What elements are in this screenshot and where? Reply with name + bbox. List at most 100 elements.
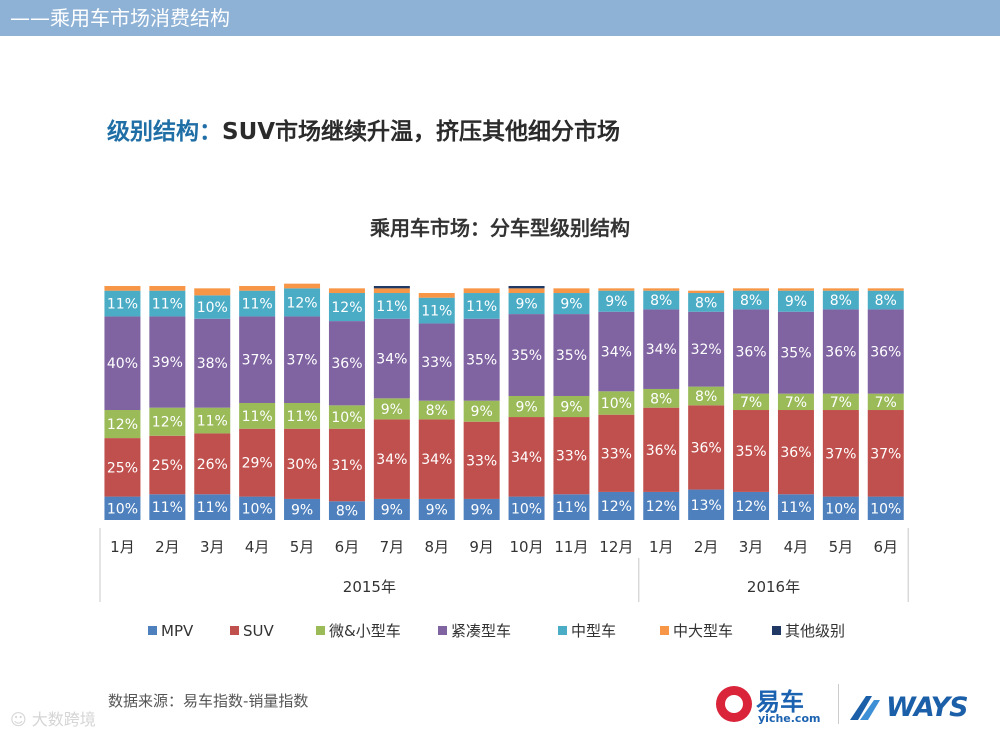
bar-segment (328, 293, 365, 322)
yiche-logo-brand: 易车 (756, 688, 804, 716)
bar-segment (508, 395, 545, 418)
category-tick-label: 8月 (424, 538, 449, 556)
bar-segment (463, 288, 500, 294)
data-label: 9% (381, 502, 403, 518)
data-label: 8% (336, 504, 358, 520)
bar-segment (643, 407, 680, 492)
bar-segment (239, 403, 276, 429)
data-label: 29% (242, 456, 273, 472)
bar-segment (598, 391, 635, 415)
data-label: 12% (646, 499, 677, 515)
data-label: 30% (286, 457, 317, 473)
group-label: 2015年 (343, 578, 396, 596)
legend-swatch (230, 626, 239, 635)
data-label: 10% (242, 501, 273, 517)
category-tick-label: 12月 (599, 538, 633, 556)
data-label: 10% (511, 501, 542, 517)
bar-segment (194, 433, 231, 495)
data-label: 8% (830, 293, 852, 309)
bar-segment (598, 311, 635, 392)
data-label: 12% (331, 300, 362, 316)
bar-segment (867, 290, 904, 310)
bar-segment (149, 435, 186, 495)
data-label: 40% (107, 356, 138, 372)
bar-segment (373, 293, 410, 319)
bar-segment (328, 321, 365, 406)
bar-segment (598, 491, 635, 520)
category-tick-label: 1月 (110, 538, 135, 556)
bar-segment (553, 288, 590, 294)
bar-segment (688, 489, 725, 520)
yiche-logo: 易车 yiche.com (716, 682, 828, 726)
logo-divider (838, 684, 839, 724)
data-label: 8% (695, 295, 717, 311)
bar-segment (104, 286, 141, 291)
bar-segment (418, 293, 455, 298)
bar-segment (373, 419, 410, 499)
bar-segment (284, 498, 321, 520)
data-label: 36% (691, 440, 722, 456)
data-label: 9% (471, 404, 493, 420)
data-label: 37% (825, 446, 856, 462)
data-label: 9% (605, 294, 627, 310)
stacked-bar-chart: 10% 25% 12% 40% 11% 11% 25% 12% 39% 11% 11% 26% 11% 3… (99, 283, 909, 640)
bar-segment (643, 309, 680, 389)
data-label: 25% (152, 458, 183, 474)
bar-segment (373, 318, 410, 399)
category-tick-label: 5月 (290, 538, 315, 556)
bar-segment (284, 316, 321, 403)
bar-segment (688, 405, 725, 490)
data-label: 9% (515, 297, 537, 313)
legend-label: 微&小型车 (329, 622, 401, 640)
data-label: 36% (870, 345, 901, 361)
bar-segment (777, 410, 814, 495)
bar-segment (598, 290, 635, 312)
bar-segment (553, 417, 590, 495)
bar-segment (328, 501, 365, 520)
data-label: 8% (740, 293, 762, 309)
bar-segment (688, 293, 725, 312)
bar-segment (553, 293, 590, 315)
data-label: 34% (646, 342, 677, 358)
bar-segment (733, 393, 770, 411)
category-tick-label: 5月 (829, 538, 854, 556)
bar-segment (688, 290, 725, 294)
data-label: 25% (107, 460, 138, 476)
category-tick-label: 6月 (335, 538, 360, 556)
data-label: 10% (331, 410, 362, 426)
category-tick-label: 4月 (245, 538, 270, 556)
data-label: 7% (875, 395, 897, 411)
ways-logo: WAYS (848, 690, 978, 726)
bar-segment (284, 283, 321, 289)
bar-segment (553, 395, 590, 418)
legend-swatch (148, 626, 157, 635)
data-label: 13% (691, 498, 722, 514)
category-tick-label: 1月 (649, 538, 674, 556)
data-label: 8% (426, 403, 448, 419)
bar-segment (284, 403, 321, 429)
data-label: 36% (825, 345, 856, 361)
data-label: 36% (331, 356, 362, 372)
bar-segment (463, 400, 500, 422)
category-tick-label: 2月 (155, 538, 180, 556)
data-label: 11% (107, 297, 138, 313)
legend-label: 紧凑型车 (451, 622, 511, 640)
legend-label: MPV (161, 622, 194, 640)
bar-segment (867, 309, 904, 394)
bar-segment (328, 288, 365, 294)
legend-label: 其他级别 (785, 622, 845, 640)
header-bar: ——乘用车市场消费结构 (0, 0, 1000, 36)
bar-segment (733, 290, 770, 310)
ways-wing-icon (850, 696, 880, 720)
data-label: 35% (556, 348, 587, 364)
data-label: 34% (421, 452, 452, 468)
legend-label: SUV (243, 622, 275, 640)
legend-swatch (316, 626, 325, 635)
bar-segment (822, 290, 859, 310)
category-tick-label: 2月 (694, 538, 719, 556)
category-tick-label: 7月 (380, 538, 405, 556)
data-label: 10% (197, 300, 228, 316)
bar-segment (822, 309, 859, 394)
category-tick-label: 10月 (510, 538, 544, 556)
data-label: 33% (601, 446, 632, 462)
